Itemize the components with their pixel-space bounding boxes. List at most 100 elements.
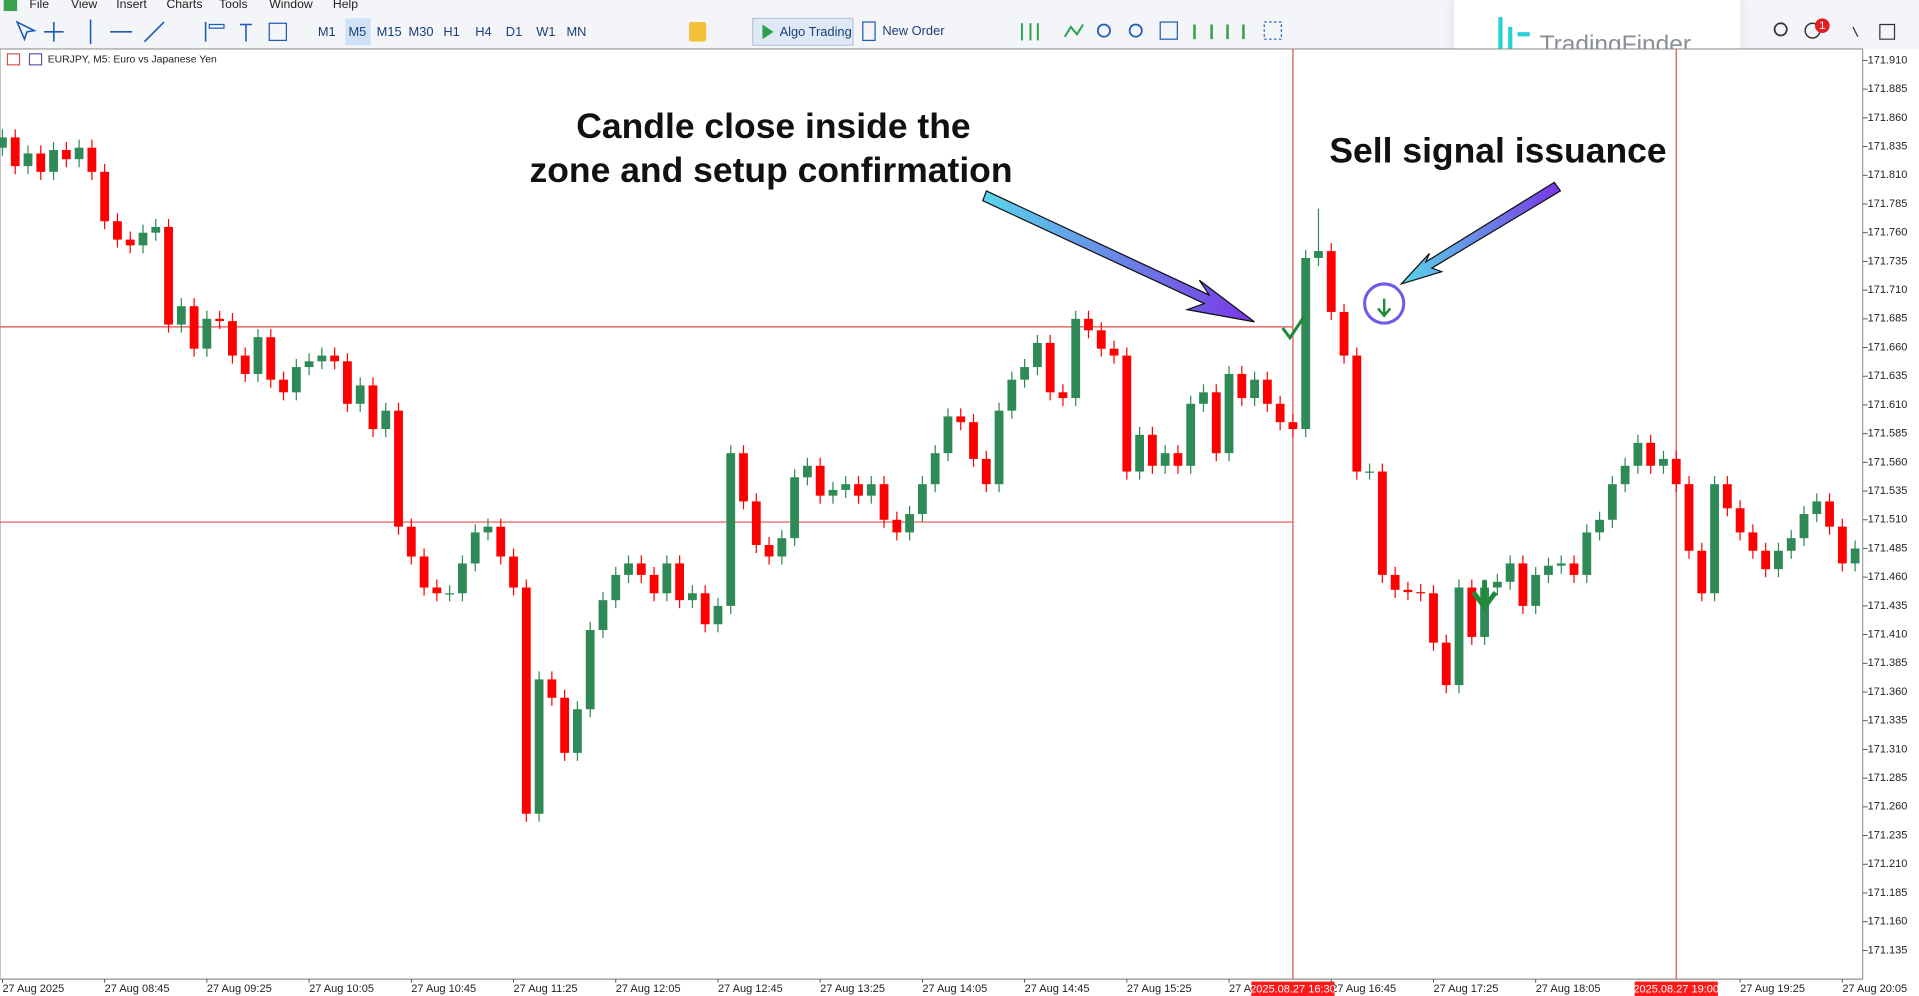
timeframe-button[interactable]: MN	[566, 24, 586, 39]
crosshair-tool[interactable]	[44, 22, 64, 42]
y-tick-label: 171.660	[1868, 341, 1908, 353]
candle-body	[394, 410, 403, 527]
y-tick-label: 171.210	[1868, 858, 1908, 870]
candle-body	[1786, 538, 1796, 551]
app-icon	[3, 0, 18, 12]
candle-body	[381, 410, 391, 430]
menu-item[interactable]: Insert	[116, 0, 147, 11]
timeframe-button[interactable]: M1	[318, 24, 336, 39]
y-tick-label: 171.135	[1868, 944, 1908, 956]
y-tick-label: 171.710	[1868, 284, 1908, 296]
candle-body	[866, 484, 876, 496]
timeframe-button[interactable]: H1	[443, 24, 459, 39]
sell-arrow	[1377, 298, 1392, 318]
candle-body	[1646, 442, 1656, 466]
x-tick-label: 27 Aug 14:45	[1025, 983, 1090, 995]
channel-tool[interactable]	[208, 23, 225, 29]
candle-body	[1403, 589, 1413, 593]
y-tick-label: 171.610	[1868, 399, 1908, 411]
candle-body	[355, 385, 365, 404]
confirmation-check	[1281, 314, 1306, 341]
shapes-tool[interactable]	[268, 22, 287, 42]
menu-item[interactable]: View	[71, 0, 97, 11]
candle-body	[1020, 367, 1030, 380]
menu-bar: File View Insert Charts Tools Window Help	[3, 0, 358, 12]
symbol-label: EURJPY, M5: Euro vs Japanese Yen	[48, 55, 217, 66]
candle-body	[279, 379, 288, 393]
x-tick-label: 27 A	[1229, 983, 1252, 995]
x-tick-label: 27 Aug 10:05	[309, 983, 374, 995]
timeframe-button[interactable]: M15	[377, 24, 402, 39]
y-tick-label: 171.860	[1868, 112, 1908, 124]
draw-tools[interactable]	[89, 19, 253, 45]
timeframe-button[interactable]: H4	[475, 24, 491, 39]
window-controls[interactable]	[1852, 23, 1896, 40]
candle-body	[23, 153, 33, 167]
candle-body	[534, 679, 544, 814]
menu-item[interactable]: File	[29, 0, 49, 11]
candle-body	[1314, 251, 1323, 258]
candle-body	[49, 150, 58, 172]
candle-body	[1774, 550, 1783, 570]
candle-body	[713, 605, 723, 625]
x-tick-label: 27 Aug 15:25	[1127, 983, 1192, 995]
timeframe-button[interactable]: M30	[409, 24, 434, 39]
candle-body	[828, 489, 838, 496]
candle-body	[1377, 471, 1387, 575]
candle-body	[291, 367, 301, 393]
candle-body	[406, 526, 416, 557]
menu-item[interactable]: Window	[269, 0, 313, 11]
algo-trading-label[interactable]: Algo Trading	[780, 24, 852, 39]
y-tick-label: 171.435	[1868, 600, 1908, 612]
cursor-tool[interactable]	[15, 20, 37, 42]
chart-type-icons[interactable]	[1020, 23, 1084, 41]
y-tick-label: 171.910	[1868, 54, 1908, 66]
candle-body	[1441, 642, 1451, 686]
y-tick-label: 171.360	[1868, 686, 1908, 698]
algo-trading-button[interactable]	[752, 17, 854, 46]
candle-body	[419, 556, 429, 588]
menu-item[interactable]: Tools	[219, 0, 248, 11]
zoom-out[interactable]	[1128, 23, 1143, 38]
candle-body	[343, 361, 352, 404]
grid-toggle[interactable]	[1159, 21, 1178, 40]
candle-body	[1071, 318, 1081, 399]
candle-body	[1825, 501, 1834, 527]
candle-body	[164, 226, 173, 325]
y-tick-label: 171.560	[1868, 456, 1908, 468]
menu-item[interactable]: Charts	[166, 0, 202, 11]
timeframe-button[interactable]: W1	[536, 24, 555, 39]
zoom-in[interactable]	[1096, 23, 1111, 38]
candle-body	[802, 465, 812, 478]
timeframe-button[interactable]: D1	[506, 24, 522, 39]
candle-body	[1518, 563, 1528, 606]
candle-body	[1032, 342, 1042, 368]
screenshot-icon[interactable]	[1263, 21, 1282, 40]
y-tick-label: 171.185	[1868, 887, 1908, 899]
timeframe-button[interactable]: M5	[348, 24, 366, 39]
trade-icon[interactable]	[689, 22, 707, 42]
candle-body	[1595, 519, 1604, 533]
candle-body	[1569, 563, 1579, 575]
scroll-icons[interactable]	[1193, 24, 1245, 40]
chart-icon	[6, 53, 21, 66]
candle-body	[1837, 526, 1847, 564]
search-icon[interactable]	[1773, 22, 1788, 37]
candle-body	[1531, 574, 1541, 606]
new-order-label[interactable]: New Order	[882, 23, 945, 38]
toolbar: 1 Algo Trading New Order M1 M5 M15 M30 H1 H4 D…	[15, 17, 1896, 46]
time-line-label-bg	[1251, 981, 1335, 996]
candle-body	[1467, 587, 1477, 637]
annotation: Sell signal issuance	[1329, 130, 1666, 170]
y-tick-label: 171.385	[1868, 657, 1908, 669]
candle-body	[1122, 355, 1132, 472]
y-tick-label: 171.635	[1868, 370, 1908, 382]
time-line-label: 2025.08.27 19:00	[1633, 983, 1719, 995]
candle-body	[994, 410, 1004, 485]
candle-body	[700, 593, 710, 625]
menu-item[interactable]: Help	[333, 0, 358, 11]
candle-body	[1620, 465, 1630, 485]
candle-body	[905, 514, 915, 533]
